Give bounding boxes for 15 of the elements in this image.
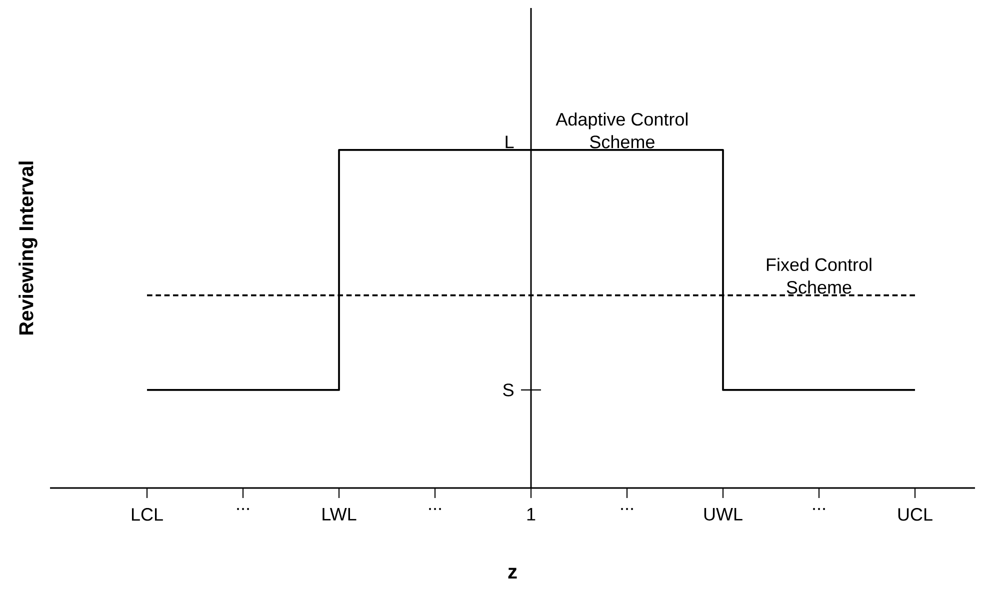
y-axis-title: Reviewing Interval: [18, 162, 38, 334]
x-tick-label: ...: [621, 508, 633, 510]
x-tick-label: ...: [813, 508, 825, 510]
x-tick-label: UWL: [704, 508, 742, 521]
text: L: [506, 136, 514, 148]
x-axis-title: z: [508, 568, 517, 578]
x-tick-label: UCL: [898, 508, 932, 521]
x-tick-label: 1: [527, 508, 536, 520]
x-tick-label: LWL: [322, 508, 356, 520]
annotation: S: [503, 384, 514, 396]
x-tick-label: ...: [429, 508, 441, 510]
series-label: Adaptive Control Scheme: [556, 112, 688, 148]
x-tick-label: LCL: [132, 508, 163, 521]
x-tick-label: ...: [237, 508, 249, 510]
series-label: Fixed Control Scheme: [766, 258, 872, 294]
